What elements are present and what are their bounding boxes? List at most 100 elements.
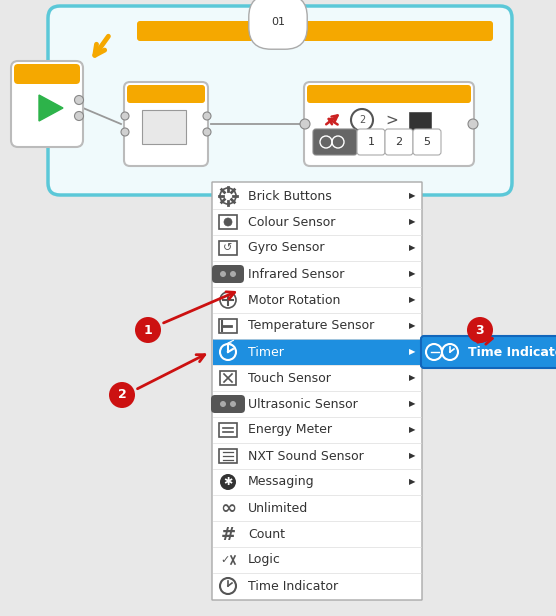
- Circle shape: [203, 112, 211, 120]
- Bar: [213, 547, 421, 573]
- Text: Brick Buttons: Brick Buttons: [248, 190, 332, 203]
- Text: Touch Sensor: Touch Sensor: [248, 371, 331, 384]
- Circle shape: [75, 95, 83, 105]
- Text: Logic: Logic: [248, 554, 281, 567]
- Bar: [213, 287, 421, 313]
- Text: Energy Meter: Energy Meter: [248, 424, 332, 437]
- Bar: [213, 391, 421, 417]
- Text: 1: 1: [368, 137, 375, 147]
- FancyBboxPatch shape: [357, 129, 385, 155]
- Text: Infrared Sensor: Infrared Sensor: [248, 267, 344, 280]
- FancyBboxPatch shape: [304, 82, 474, 166]
- Circle shape: [75, 111, 83, 121]
- Circle shape: [135, 317, 161, 343]
- Bar: [409, 112, 431, 130]
- Bar: [213, 339, 421, 365]
- Circle shape: [203, 128, 211, 136]
- Polygon shape: [39, 95, 63, 121]
- FancyBboxPatch shape: [48, 6, 512, 195]
- Bar: [219, 423, 237, 437]
- FancyBboxPatch shape: [212, 182, 422, 600]
- Text: ▶: ▶: [409, 217, 415, 227]
- Text: Unlimited: Unlimited: [248, 501, 308, 514]
- Circle shape: [230, 401, 236, 407]
- Text: ▶: ▶: [409, 192, 415, 200]
- Circle shape: [220, 271, 226, 277]
- Text: 3: 3: [476, 323, 484, 336]
- FancyBboxPatch shape: [421, 336, 556, 368]
- Text: 1: 1: [143, 323, 152, 336]
- Text: 2: 2: [395, 137, 403, 147]
- FancyBboxPatch shape: [124, 82, 208, 166]
- FancyBboxPatch shape: [212, 265, 244, 283]
- Text: ▶: ▶: [409, 296, 415, 304]
- Bar: [213, 521, 421, 547]
- Circle shape: [220, 401, 226, 407]
- Text: Time Indicator: Time Indicator: [468, 346, 556, 359]
- Text: ✱: ✱: [224, 477, 233, 487]
- Text: NXT Sound Sensor: NXT Sound Sensor: [248, 450, 364, 463]
- Circle shape: [220, 474, 236, 490]
- Bar: [219, 215, 237, 229]
- Text: ✓: ✓: [220, 555, 230, 565]
- Circle shape: [121, 112, 129, 120]
- Bar: [213, 495, 421, 521]
- Bar: [213, 313, 421, 339]
- Bar: [213, 469, 421, 495]
- Text: 2: 2: [118, 389, 126, 402]
- FancyBboxPatch shape: [385, 129, 413, 155]
- Text: ▶: ▶: [409, 270, 415, 278]
- Text: ▶: ▶: [409, 373, 415, 383]
- Text: Motor Rotation: Motor Rotation: [248, 293, 340, 307]
- FancyBboxPatch shape: [14, 64, 80, 84]
- Bar: [142, 110, 186, 144]
- Text: >: >: [386, 113, 399, 128]
- Text: ▶: ▶: [409, 347, 415, 357]
- FancyBboxPatch shape: [137, 21, 493, 41]
- FancyBboxPatch shape: [127, 85, 205, 103]
- Circle shape: [230, 271, 236, 277]
- Text: ∞: ∞: [220, 498, 236, 517]
- Text: ▶: ▶: [409, 400, 415, 408]
- Text: ▶: ▶: [409, 477, 415, 487]
- Text: ▶: ▶: [409, 243, 415, 253]
- FancyBboxPatch shape: [307, 85, 471, 103]
- Bar: [213, 573, 421, 599]
- Bar: [213, 443, 421, 469]
- Bar: [219, 449, 237, 463]
- Circle shape: [121, 128, 129, 136]
- Bar: [213, 365, 421, 391]
- Text: Gyro Sensor: Gyro Sensor: [248, 241, 325, 254]
- Bar: [213, 235, 421, 261]
- Circle shape: [224, 218, 232, 226]
- FancyBboxPatch shape: [413, 129, 441, 155]
- Circle shape: [300, 119, 310, 129]
- Bar: [213, 183, 421, 209]
- Bar: [213, 261, 421, 287]
- Text: Temperature Sensor: Temperature Sensor: [248, 320, 374, 333]
- Bar: [213, 417, 421, 443]
- Circle shape: [467, 317, 493, 343]
- Bar: [219, 241, 237, 255]
- Bar: [220, 371, 236, 385]
- FancyBboxPatch shape: [211, 395, 245, 413]
- FancyBboxPatch shape: [11, 61, 83, 147]
- Text: Ultrasonic Sensor: Ultrasonic Sensor: [248, 397, 358, 410]
- Text: 2: 2: [359, 115, 365, 125]
- Text: ↺: ↺: [224, 243, 233, 253]
- Text: #: #: [220, 526, 236, 544]
- Circle shape: [109, 382, 135, 408]
- Text: Count: Count: [248, 527, 285, 540]
- Bar: [219, 319, 237, 333]
- Text: Messaging: Messaging: [248, 476, 315, 488]
- Circle shape: [468, 119, 478, 129]
- Bar: [213, 209, 421, 235]
- Text: ▶: ▶: [409, 426, 415, 434]
- Text: 5: 5: [424, 137, 430, 147]
- Text: ▶: ▶: [409, 322, 415, 331]
- Text: 01: 01: [271, 17, 285, 27]
- Text: Colour Sensor: Colour Sensor: [248, 216, 335, 229]
- Text: ▶: ▶: [409, 452, 415, 461]
- Text: Timer: Timer: [248, 346, 284, 359]
- FancyBboxPatch shape: [313, 129, 357, 155]
